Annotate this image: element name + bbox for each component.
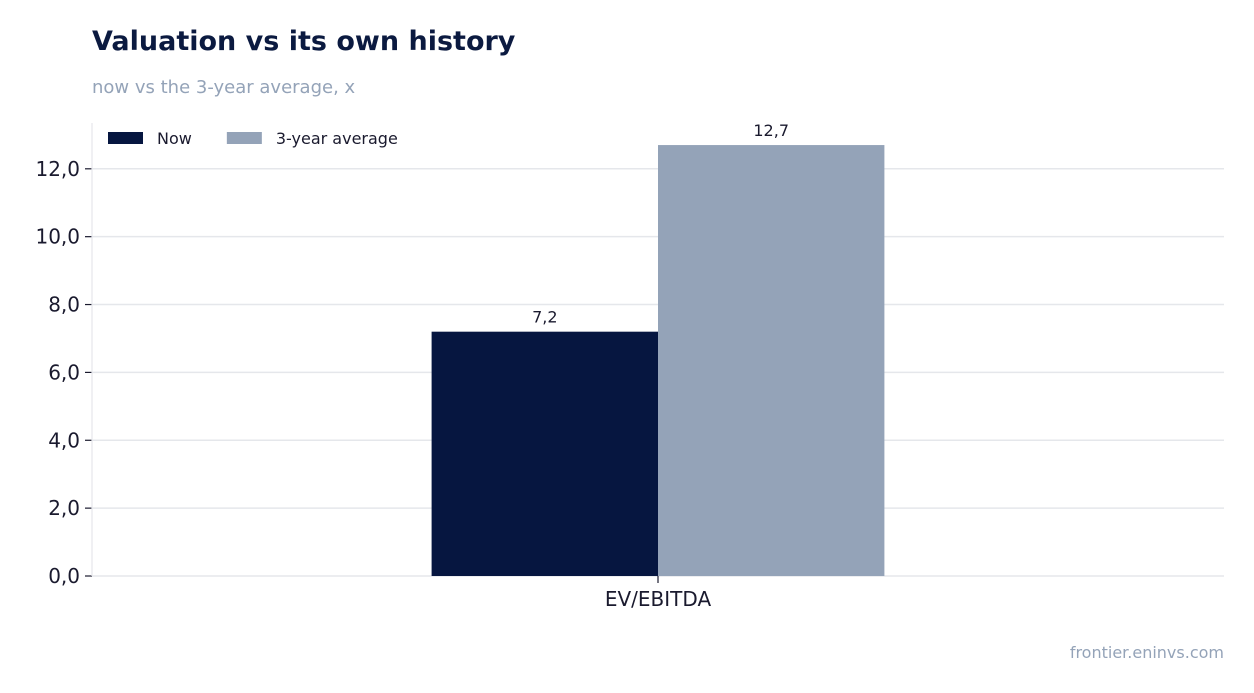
y-tick-label: 8,0 [48,293,80,317]
y-tick-label: 10,0 [35,225,80,249]
chart-subtitle: now vs the 3-year average, x [92,77,356,98]
y-tick-label: 4,0 [48,428,80,452]
y-tick-label: 0,0 [48,564,80,588]
legend-swatch [108,132,143,144]
bar-now [431,331,658,576]
source-credit: frontier.eninvs.com [1069,643,1224,662]
legend-label: 3-year average [276,129,398,148]
chart-title: Valuation vs its own history [92,26,516,57]
x-tick-label: EV/EBITDA [605,587,712,611]
y-tick-label: 2,0 [48,496,80,520]
data-label: 7,2 [532,308,557,327]
y-tick-label: 6,0 [48,360,80,384]
y-tick-label: 12,0 [35,157,80,181]
legend-swatch [226,132,262,144]
data-label: 12,7 [753,121,789,140]
bar-3-year-average [658,145,885,576]
legend-label: Now [157,129,192,148]
